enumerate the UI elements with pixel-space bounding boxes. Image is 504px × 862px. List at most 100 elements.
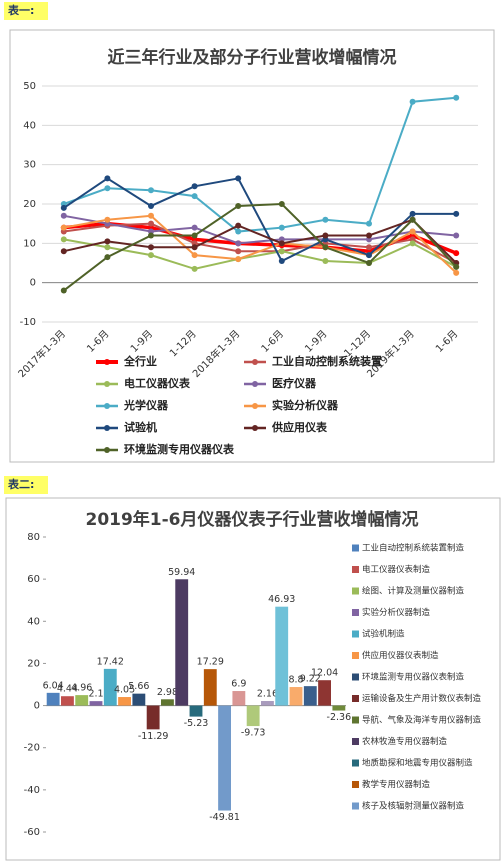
value-label: 46.93 — [268, 594, 295, 605]
point — [60, 224, 67, 231]
point — [191, 244, 198, 251]
point — [104, 238, 111, 245]
point — [278, 258, 285, 265]
legend-dot — [104, 447, 110, 453]
point — [191, 193, 198, 200]
legend-dot — [252, 403, 258, 409]
legend-label: 光学仪器 — [123, 398, 169, 412]
y-tick-label: 10 — [23, 238, 36, 249]
caption-bg — [4, 2, 48, 20]
point — [409, 228, 416, 235]
point — [104, 175, 111, 182]
legend-label: 核子及核辐射测量仪器制造 — [362, 801, 465, 812]
point — [148, 212, 154, 219]
y-tick-label: 60 — [27, 574, 40, 585]
point — [148, 202, 154, 209]
bar — [303, 686, 317, 706]
legend-label: 试验机制造 — [362, 629, 405, 640]
point — [409, 240, 416, 247]
point — [104, 216, 111, 223]
legend-label: 供应用仪表 — [271, 420, 328, 434]
y-tick-label: -60 — [24, 827, 40, 838]
point — [322, 244, 329, 251]
legend-label: 地质勘探和地震专用仪器制造 — [362, 758, 473, 769]
bar — [318, 680, 331, 706]
legend-swatch — [352, 652, 359, 659]
point — [409, 216, 416, 223]
point — [148, 187, 154, 194]
caption: 表二: — [7, 477, 34, 491]
y-tick-label: -20 — [24, 743, 40, 754]
point — [235, 222, 242, 229]
point — [366, 260, 372, 266]
bar — [161, 699, 174, 706]
value-label: 6.04 — [43, 680, 64, 691]
y-tick-label: -10 — [20, 317, 36, 328]
bar — [132, 693, 146, 706]
value-label: 6.9 — [231, 679, 246, 690]
legend-dot — [104, 359, 110, 365]
bar — [275, 606, 289, 706]
legend-label: 环境监测专用仪器仪表制造 — [362, 672, 465, 683]
legend-label: 试验机 — [124, 420, 157, 434]
bar — [103, 668, 117, 706]
point — [191, 265, 198, 272]
legend-label: 工业自动控制系统装置 — [272, 354, 382, 368]
bar — [332, 705, 346, 711]
point — [148, 252, 154, 259]
bar — [246, 705, 260, 727]
point — [191, 232, 198, 239]
value-label: -9.73 — [241, 728, 266, 739]
point — [235, 175, 242, 182]
point — [366, 220, 372, 227]
value-label: -11.29 — [138, 731, 169, 742]
point — [453, 94, 460, 101]
bar — [46, 692, 60, 706]
value-label: -49.81 — [209, 812, 240, 823]
legend-swatch — [352, 630, 359, 638]
point — [366, 252, 372, 259]
point — [60, 236, 67, 243]
point — [322, 216, 329, 223]
caption: 表一: — [7, 3, 34, 17]
point — [235, 248, 242, 255]
legend-label: 农林牧渔专用仪器制造 — [362, 736, 448, 747]
point — [409, 98, 416, 105]
legend-label: 环境监测专用仪器仪表 — [124, 442, 235, 456]
legend-dot — [252, 381, 258, 387]
bar — [75, 695, 89, 706]
legend-swatch — [352, 738, 359, 745]
y-tick-label: 0 — [30, 278, 36, 289]
y-tick-label: 50 — [23, 81, 36, 92]
legend-dot — [104, 425, 110, 431]
point — [148, 244, 154, 251]
point — [235, 240, 242, 247]
point — [453, 269, 460, 276]
value-label: 4.05 — [114, 685, 135, 696]
bar — [261, 701, 274, 706]
legend-label: 电工仪器仪表 — [124, 376, 191, 390]
point — [453, 263, 460, 270]
legend-swatch — [352, 759, 359, 767]
value-label: 9.22 — [300, 674, 321, 685]
y-tick-label: 30 — [23, 160, 36, 171]
legend-dot — [252, 359, 258, 365]
point — [60, 248, 67, 255]
legend-label: 教学专用仪器制造 — [362, 779, 431, 790]
y-tick-label: -40 — [24, 785, 40, 796]
legend-label: 绘图、计算及测量仪器制造 — [362, 586, 465, 597]
point — [104, 244, 111, 251]
point — [322, 258, 329, 265]
point — [235, 256, 242, 263]
point — [60, 287, 67, 294]
point — [409, 210, 416, 217]
value-label: -5.23 — [184, 718, 209, 729]
legend-dot — [104, 381, 110, 387]
legend-label: 实验分析仪器制造 — [362, 607, 431, 618]
bar — [203, 669, 217, 706]
legend-swatch — [352, 695, 359, 702]
legend-swatch — [352, 802, 359, 810]
bar — [146, 705, 160, 730]
y-tick-label: 40 — [23, 120, 36, 131]
y-tick-label: 20 — [23, 199, 36, 210]
